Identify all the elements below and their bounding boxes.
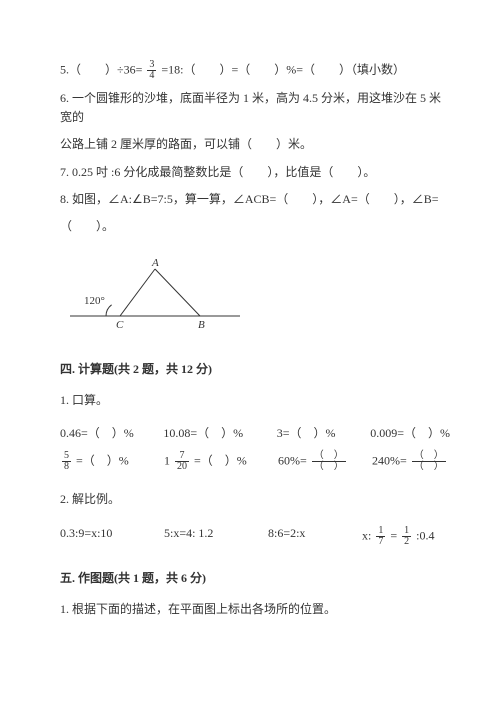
question-6-line1: 6. 一个圆锥形的沙堆，底面半径为 1 米，高为 4.5 分米，用这堆沙在 5 … bbox=[60, 89, 450, 127]
paren-frac-1: （ ） （ ） bbox=[312, 451, 346, 472]
r3c1: 0.3:9=x:10 bbox=[60, 526, 150, 547]
section-5-title: 五. 作图题(共 1 题，共 6 分) bbox=[60, 569, 450, 586]
question-7: 7. 0.25 吋 :6 分化成最简整数比是（ ），比值是（ ）。 bbox=[60, 163, 450, 182]
r1c4: 0.009=（ ）% bbox=[370, 424, 450, 441]
q5-fraction: 3 4 bbox=[147, 60, 156, 81]
calc-row-1: 0.46=（ ）% 10.08=（ ）% 3=（ ）% 0.009=（ ）% bbox=[60, 424, 450, 441]
frac-7-20: 7 20 bbox=[175, 451, 189, 472]
triangle-figure: A C B 120° bbox=[70, 254, 450, 338]
vertex-b-label: B bbox=[198, 319, 205, 331]
frac-1-7: 1 7 bbox=[376, 526, 385, 547]
r3c4: x: 1 7 = 1 2 :0.4 bbox=[362, 526, 434, 547]
vertex-c-label: C bbox=[116, 319, 124, 331]
r3c2: 5:x=4: 1.2 bbox=[164, 526, 254, 547]
r1c1: 0.46=（ ）% bbox=[60, 424, 149, 441]
frac-5-8: 5 8 bbox=[62, 451, 71, 472]
r2c3: 60%= （ ） （ ） bbox=[278, 451, 358, 472]
section-4-title: 四. 计算题(共 2 题，共 12 分) bbox=[60, 360, 450, 377]
sec5-q1: 1. 根据下面的描述，在平面图上标出各场所的位置。 bbox=[60, 600, 450, 619]
question-8-line1: 8. 如图，∠A:∠B=7:5，算一算，∠ACB=（ ），∠A=（ ），∠B= bbox=[60, 190, 450, 209]
question-5: 5.（ ）÷36= 3 4 =18:（ ）=（ ）%=（ ）（填小数） bbox=[60, 60, 450, 81]
r2c2: 1 7 20 =（ ）% bbox=[164, 451, 264, 472]
q5-prefix: 5.（ ）÷36= bbox=[60, 62, 142, 76]
frac-1-2: 1 2 bbox=[402, 526, 411, 547]
r1c2: 10.08=（ ）% bbox=[163, 424, 262, 441]
q5-tail: =18:（ ）=（ ）%=（ ）（填小数） bbox=[161, 62, 405, 76]
vertex-a-label: A bbox=[151, 257, 159, 269]
question-8-line2: （ ）。 bbox=[60, 217, 450, 236]
r3c3: 8:6=2:x bbox=[268, 526, 348, 547]
paren-frac-2: （ ） （ ） bbox=[412, 451, 446, 472]
r2c4: 240%= （ ） （ ） bbox=[372, 451, 448, 472]
angle-120-label: 120° bbox=[84, 295, 105, 307]
sec4-q2-label: 2. 解比例。 bbox=[60, 490, 450, 509]
r2c1: 5 8 =（ ）% bbox=[60, 451, 150, 472]
r1c3: 3=（ ）% bbox=[277, 424, 356, 441]
sec4-q1-label: 1. 口算。 bbox=[60, 391, 450, 410]
calc-row-2: 5 8 =（ ）% 1 7 20 =（ ）% 60%= （ ） （ ） 240%… bbox=[60, 451, 450, 472]
proportion-row: 0.3:9=x:10 5:x=4: 1.2 8:6=2:x x: 1 7 = 1… bbox=[60, 526, 450, 547]
question-6-line2: 公路上铺 2 厘米厚的路面，可以铺（ ）米。 bbox=[60, 135, 450, 154]
